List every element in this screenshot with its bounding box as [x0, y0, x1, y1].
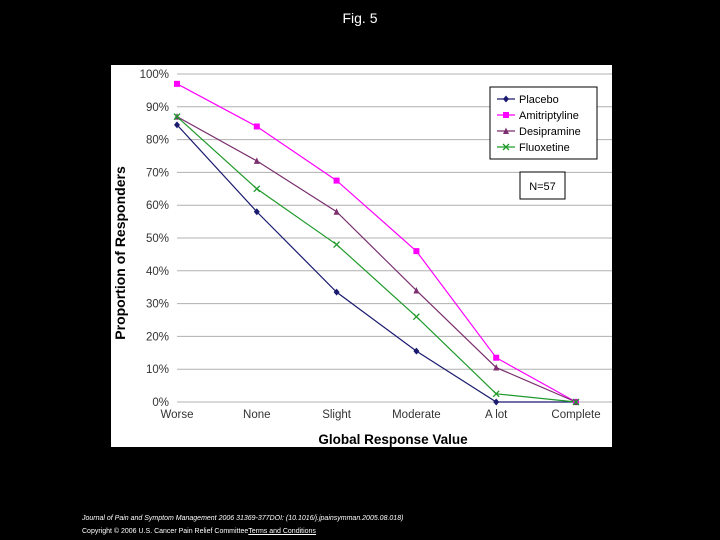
data-point-desipramine	[253, 157, 260, 164]
y-tick-labels: 0% 10% 20% 30% 40% 50% 60% 70% 80% 90% 100%	[140, 69, 169, 409]
legend-marker-fluoxetine	[502, 143, 510, 151]
copyright-line: Copyright © 2006 U.S. Cancer Pain Relief…	[82, 528, 316, 535]
data-point-amitriptyline	[413, 248, 420, 255]
legend-item-desipramine: Desipramine	[497, 126, 581, 138]
series-line-fluoxetine	[176, 116, 577, 403]
x-tick-label: Complete	[551, 409, 600, 421]
data-point-placebo	[413, 347, 420, 355]
y-tick-label: 40%	[146, 266, 169, 278]
data-point-amitriptyline	[253, 123, 260, 130]
x-tick-label: Moderate	[392, 409, 441, 421]
annotation-text: N=57	[529, 181, 556, 193]
data-point-placebo	[333, 288, 340, 296]
y-axis-label: Proportion of Responders	[112, 166, 128, 340]
y-tick-label: 70%	[146, 167, 169, 179]
legend-item-amitriptyline: Amitriptyline	[497, 110, 579, 122]
series-markers	[173, 80, 580, 406]
y-tick-label: 30%	[146, 299, 169, 311]
data-point-fluoxetine	[253, 185, 261, 193]
y-tick-label: 80%	[146, 135, 169, 147]
legend-marker-desipramine	[503, 127, 509, 134]
y-tick-label: 20%	[146, 331, 169, 343]
legend-label: Amitriptyline	[519, 110, 579, 122]
legend-label: Placebo	[519, 94, 559, 106]
x-axis-label: Global Response Value	[318, 432, 468, 447]
legend-label: Desipramine	[519, 126, 581, 138]
annotation: N=57	[519, 171, 566, 200]
series-line-desipramine	[176, 116, 577, 403]
slide-title: Fig. 5	[342, 10, 378, 26]
data-point-placebo	[493, 398, 500, 406]
data-point-placebo	[174, 121, 180, 129]
x-tick-labels: Worse None Slight Moderate A lot Complete	[160, 409, 600, 421]
data-point-amitriptyline	[493, 354, 500, 361]
y-tick-label: 10%	[146, 364, 169, 376]
terms-link[interactable]: Terms and Conditions	[248, 528, 316, 535]
x-tick-label: Slight	[322, 409, 352, 421]
legend-item-placebo: Placebo	[497, 94, 559, 106]
y-tick-label: 50%	[146, 233, 169, 245]
data-point-desipramine	[413, 286, 420, 294]
copyright-text: Copyright © 2006 U.S. Cancer Pain Relief…	[82, 528, 249, 535]
legend-marker-amitriptyline	[503, 112, 509, 118]
series-line-amitriptyline	[176, 83, 577, 403]
series-lines	[176, 83, 577, 403]
y-tick-label: 100%	[140, 69, 169, 81]
y-tick-label: 0%	[152, 397, 169, 409]
legend-marker-placebo	[503, 95, 509, 103]
data-point-amitriptyline	[333, 177, 340, 184]
data-point-fluoxetine	[173, 113, 181, 121]
data-point-fluoxetine	[412, 313, 420, 321]
series-line-placebo	[176, 124, 576, 403]
figure-panel: 0% 10% 20% 30% 40% 50% 60% 70% 80% 90% 100% Worse N…	[111, 65, 612, 447]
x-tick-label: Worse	[160, 409, 193, 421]
legend-item-fluoxetine: Fluoxetine	[497, 142, 570, 154]
y-tick-label: 60%	[146, 200, 169, 212]
data-point-desipramine	[493, 364, 500, 371]
x-tick-label: A lot	[485, 409, 508, 421]
annotation-box	[519, 171, 566, 200]
y-tick-label: 90%	[146, 102, 169, 114]
legend-label: Fluoxetine	[519, 142, 570, 154]
legend: Placebo Amitriptyline Desipramine Fluoxetin…	[489, 86, 598, 160]
data-point-placebo	[253, 208, 260, 216]
data-point-desipramine	[333, 208, 340, 215]
data-point-fluoxetine	[333, 241, 341, 249]
citation: Journal of Pain and Symptom Management 2…	[82, 515, 404, 522]
data-point-fluoxetine	[492, 390, 500, 398]
data-point-amitriptyline	[174, 80, 180, 87]
line-chart: 0% 10% 20% 30% 40% 50% 60% 70% 80% 90% 100% Worse N…	[112, 69, 612, 447]
x-tick-label: None	[243, 409, 270, 421]
data-point-fluoxetine	[572, 398, 580, 406]
